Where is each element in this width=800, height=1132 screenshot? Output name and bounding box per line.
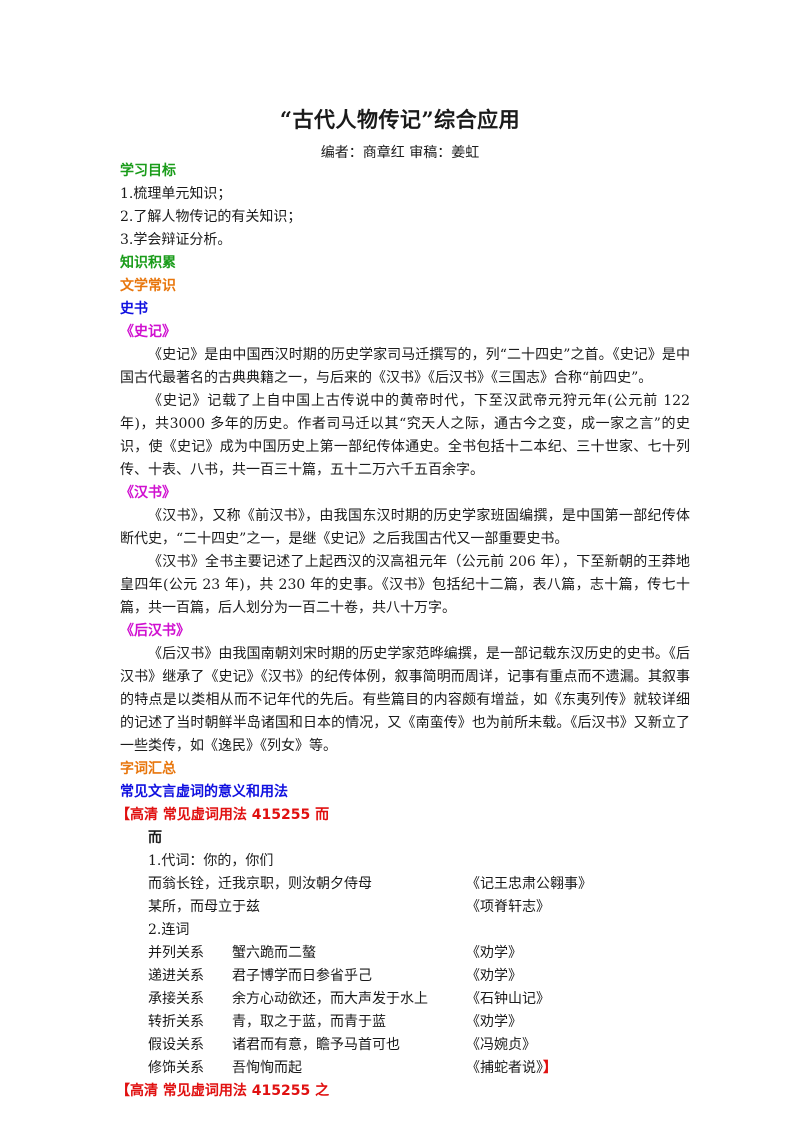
conjunction-label: 2.连词 — [148, 922, 190, 938]
byline: 编者：商章红 审稿：姜虹 — [320, 145, 480, 161]
example-source: 《记王忠肃公翱事》 — [466, 876, 592, 892]
vocab-subheading: 常见文言虚词的意义和用法 — [120, 784, 288, 800]
houhanshu-paragraph-1: 《后汉书》由我国南朝刘宋时期的历史学家范晔编撰，是一部记载东汉历史的史书。《后汉… — [120, 646, 690, 754]
example-source-last: 《捕蛇者说》】 — [466, 1057, 557, 1080]
video-banner-zhi[interactable]: 【高清 常见虚词用法 415255 之 — [116, 1083, 330, 1099]
video-banner-er[interactable]: 【高清 常见虚词用法 415255 而 — [116, 807, 330, 823]
example-source: 《石钟山记》 — [466, 991, 550, 1007]
example-source: 《劝学》 — [466, 1014, 522, 1030]
example-text: 蟹六跪而二螯 — [232, 945, 316, 961]
example-source: 《劝学》 — [466, 968, 522, 984]
relation-type: 承接关系 — [148, 991, 204, 1007]
example-text: 青，取之于蓝，而青于蓝 — [232, 1014, 386, 1030]
relation-type: 递进关系 — [148, 968, 204, 984]
hanshu-heading: 《汉书》 — [120, 485, 176, 501]
example-row: 承接关系 余方心动欲还，而大声发于水上 《石钟山记》 — [148, 988, 690, 1011]
example-row: 修饰关系 吾恂恂而起 《捕蛇者说》】 — [148, 1057, 690, 1080]
goals-heading: 学习目标 — [120, 163, 176, 179]
history-books-heading: 史书 — [120, 301, 148, 317]
knowledge-heading: 知识积累 — [120, 255, 176, 271]
relation-type: 假设关系 — [148, 1037, 204, 1053]
example-text: 吾恂恂而起 — [232, 1060, 302, 1076]
shiji-paragraph-2: 《史记》记载了上自中国上古传说中的黄帝时代，下至汉武帝元狩元年(公元前 122 … — [120, 393, 690, 478]
goal-item: 2.了解人物传记的有关知识； — [120, 209, 302, 225]
usage-section: 而 1.代词：你的，你们 而翁长铨，迁我京职，则汝朝夕侍母 《记王忠肃公翱事》 … — [120, 827, 690, 1080]
example-row: 并列关系 蟹六跪而二螯 《劝学》 — [148, 942, 690, 965]
example-source: 《捕蛇者说》 — [466, 1060, 543, 1076]
relation-type: 修饰关系 — [148, 1060, 204, 1076]
relation-type: 转折关系 — [148, 1014, 204, 1030]
example-row: 而翁长铨，迁我京职，则汝朝夕侍母 《记王忠肃公翱事》 — [148, 873, 690, 896]
example-row: 某所，而母立于兹 《项脊轩志》 — [148, 896, 690, 919]
hanshu-paragraph-1: 《汉书》，又称《前汉书》，由我国东汉时期的历史学家班固编撰，是中国第一部纪传体断… — [120, 508, 690, 547]
example-source: 《项脊轩志》 — [466, 899, 550, 915]
example-text: 而翁长铨，迁我京职，则汝朝夕侍母 — [148, 876, 372, 892]
relation-type: 并列关系 — [148, 945, 204, 961]
close-bracket: 】 — [543, 1060, 557, 1076]
vocab-heading: 字词汇总 — [120, 761, 176, 777]
example-source: 《冯婉贞》 — [466, 1037, 536, 1053]
literature-heading: 文学常识 — [120, 278, 176, 294]
shiji-heading: 《史记》 — [120, 324, 176, 340]
example-text: 君子博学而日参省乎己 — [232, 968, 372, 984]
document-title: “古代人物传记”综合应用 — [279, 107, 521, 132]
pronoun-label: 1.代词：你的，你们 — [148, 853, 274, 869]
usage-word: 而 — [148, 830, 162, 846]
example-source: 《劝学》 — [466, 945, 522, 961]
example-row: 递进关系 君子博学而日参省乎己 《劝学》 — [148, 965, 690, 988]
hanshu-paragraph-2: 《汉书》全书主要记述了上起西汉的汉高祖元年（公元前 206 年），下至新朝的王莽… — [120, 554, 690, 616]
goal-item: 3.学会辩证分析。 — [120, 232, 232, 248]
example-text: 某所，而母立于兹 — [148, 899, 260, 915]
houhanshu-heading: 《后汉书》 — [120, 623, 190, 639]
example-text: 诸君而有意，瞻予马首可也 — [232, 1037, 400, 1053]
example-text: 余方心动欲还，而大声发于水上 — [232, 991, 428, 1007]
example-row: 假设关系 诸君而有意，瞻予马首可也 《冯婉贞》 — [148, 1034, 690, 1057]
example-row: 转折关系 青，取之于蓝，而青于蓝 《劝学》 — [148, 1011, 690, 1034]
document-body: 学习目标 1.梳理单元知识； 2.了解人物传记的有关知识； 3.学会辩证分析。 … — [116, 160, 690, 1103]
shiji-paragraph-1: 《史记》是由中国西汉时期的历史学家司马迁撰写的，列“二十四史”之首。《史记》是中… — [120, 347, 690, 386]
goal-item: 1.梳理单元知识； — [120, 186, 232, 202]
